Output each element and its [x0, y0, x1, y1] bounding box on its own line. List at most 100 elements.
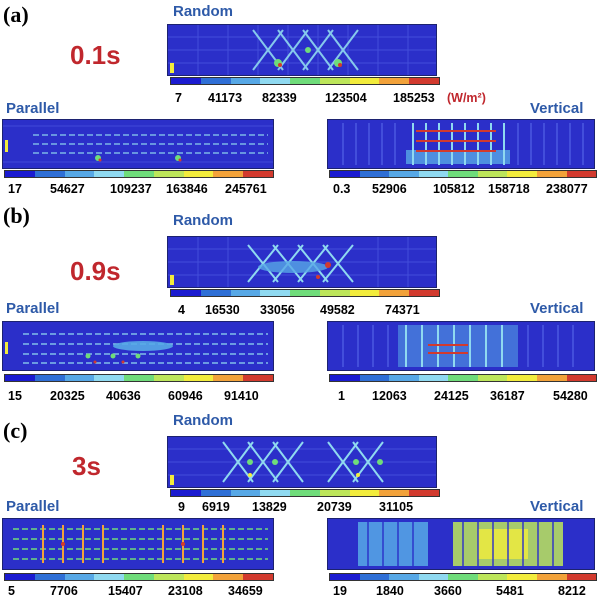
colorbar-swatch: [349, 290, 380, 296]
vertical-colorbar-b: [329, 374, 597, 382]
vertical-heat-map-b: [327, 321, 595, 371]
parallel-colorbar-b: [4, 374, 274, 382]
vertical-tick-b-4: 54280: [553, 389, 588, 403]
colorbar-swatch: [124, 375, 154, 381]
colorbar-swatch: [389, 375, 419, 381]
colorbar-swatch: [5, 574, 35, 580]
random-tick-a-3: 123504: [325, 91, 367, 105]
parallel-tick-b-3: 60946: [168, 389, 203, 403]
parallel-title-b: Parallel: [6, 300, 60, 317]
colorbar-swatch: [330, 574, 360, 580]
random-tick-b-1: 16530: [205, 303, 240, 317]
colorbar-swatch: [243, 574, 274, 580]
random-tick-b-2: 33056: [260, 303, 295, 317]
random-tick-b-0: 4: [178, 303, 185, 317]
colorbar-swatch: [213, 375, 244, 381]
parallel-tick-c-1: 7706: [50, 584, 78, 598]
random-title-c: Random: [173, 412, 233, 429]
colorbar-swatch: [359, 171, 390, 177]
vertical-tick-b-0: 1: [338, 389, 345, 403]
colorbar-swatch: [230, 290, 261, 296]
colorbar-swatch: [319, 490, 350, 496]
panel-label-b: (b): [3, 203, 30, 228]
colorbar-swatch: [389, 171, 419, 177]
colorbar-swatch: [171, 490, 201, 496]
random-tick-c-4: 31105: [379, 500, 414, 514]
random-colorbar-c: [170, 489, 440, 497]
vertical-heat-map-c: [327, 518, 595, 570]
colorbar-swatch: [319, 290, 350, 296]
colorbar-swatch: [536, 375, 567, 381]
colorbar-swatch: [448, 375, 478, 381]
colorbar-swatch: [359, 574, 390, 580]
colorbar-swatch: [349, 490, 380, 496]
vertical-title-b: Vertical: [530, 300, 584, 317]
vertical-tick-c-4: 8212: [558, 584, 586, 598]
colorbar-swatch: [183, 574, 214, 580]
random-colorbar-a: [170, 77, 440, 85]
colorbar-swatch: [243, 375, 274, 381]
colorbar-swatch: [566, 574, 597, 580]
colorbar-swatch: [507, 574, 537, 580]
colorbar-swatch: [409, 490, 440, 496]
vertical-heat-map-a: [327, 119, 595, 169]
random-tick-c-1: 6919: [202, 500, 230, 514]
parallel-tick-a-1: 54627: [50, 182, 85, 196]
parallel-tick-a-3: 163846: [166, 182, 208, 196]
colorbar-swatch: [200, 290, 231, 296]
random-title-a: Random: [173, 3, 233, 20]
colorbar-swatch: [64, 574, 95, 580]
colorbar-swatch: [409, 290, 440, 296]
vertical-title-c: Vertical: [530, 498, 584, 515]
colorbar-swatch: [153, 574, 184, 580]
colorbar-swatch: [379, 490, 410, 496]
colorbar-swatch: [124, 574, 154, 580]
colorbar-swatch: [507, 375, 537, 381]
colorbar-swatch: [379, 290, 410, 296]
parallel-tick-b-0: 15: [8, 389, 22, 403]
parallel-colorbar-c: [4, 573, 274, 581]
colorbar-swatch: [5, 171, 35, 177]
colorbar-swatch: [330, 375, 360, 381]
colorbar-swatch: [319, 78, 350, 84]
colorbar-swatch: [330, 171, 360, 177]
colorbar-swatch: [64, 375, 95, 381]
parallel-title-c: Parallel: [6, 498, 60, 515]
colorbar-swatch: [64, 171, 95, 177]
colorbar-swatch: [200, 490, 231, 496]
colorbar-swatch: [34, 375, 65, 381]
random-heat-map-b: [167, 236, 437, 288]
random-tick-a-2: 82339: [262, 91, 297, 105]
colorbar-swatch: [230, 490, 261, 496]
parallel-tick-c-4: 34659: [228, 584, 263, 598]
colorbar-swatch: [213, 574, 244, 580]
vertical-tick-b-1: 12063: [372, 389, 407, 403]
random-tick-b-3: 49582: [320, 303, 355, 317]
vertical-title-a: Vertical: [530, 100, 584, 117]
colorbar-swatch: [448, 574, 478, 580]
panel-label-a: (a): [3, 2, 29, 27]
vertical-tick-a-4: 238077: [546, 182, 588, 196]
vertical-tick-a-1: 52906: [372, 182, 407, 196]
colorbar-swatch: [213, 171, 244, 177]
parallel-tick-a-4: 245761: [225, 182, 267, 196]
colorbar-swatch: [349, 78, 380, 84]
parallel-heat-map-c: [2, 518, 274, 570]
parallel-tick-b-2: 40636: [106, 389, 141, 403]
vertical-tick-c-3: 5481: [496, 584, 524, 598]
vertical-colorbar-a: [329, 170, 597, 178]
colorbar-swatch: [507, 171, 537, 177]
vertical-colorbar-c: [329, 573, 597, 581]
vertical-tick-a-0: 0.3: [333, 182, 351, 196]
parallel-tick-c-3: 23108: [168, 584, 203, 598]
time-label-b: 0.9s: [70, 256, 121, 286]
random-heat-map-c: [167, 436, 437, 488]
vertical-tick-c-2: 3660: [434, 584, 462, 598]
parallel-heat-map-b: [2, 321, 274, 371]
colorbar-swatch: [153, 171, 184, 177]
random-tick-b-4: 74371: [385, 303, 420, 317]
colorbar-swatch: [409, 78, 440, 84]
colorbar-swatch: [5, 375, 35, 381]
colorbar-swatch: [230, 78, 261, 84]
vertical-tick-a-2: 105812: [433, 182, 475, 196]
